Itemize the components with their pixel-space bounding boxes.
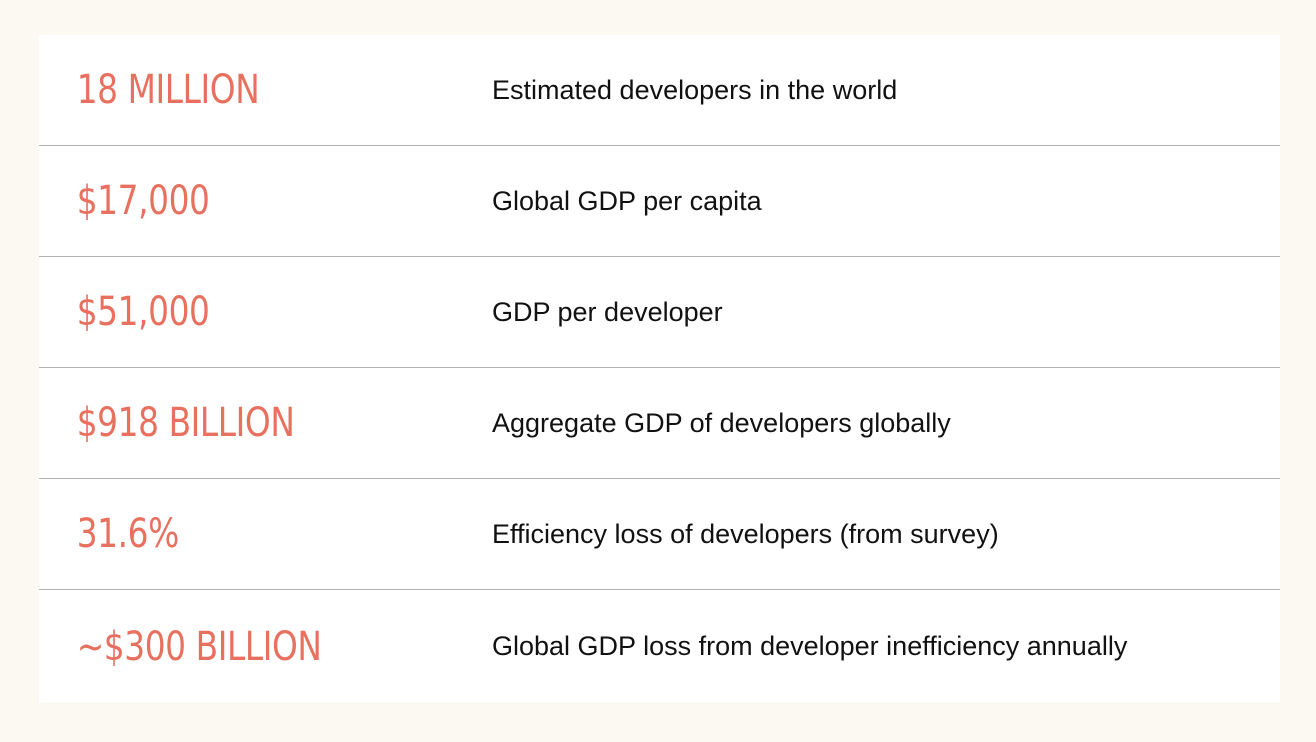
stat-row: 31.6% Efficiency loss of developers (fro… (39, 479, 1280, 590)
stat-row: $918 BILLION Aggregate GDP of developers… (39, 368, 1280, 479)
stat-value: $918 BILLION (76, 400, 295, 446)
stats-table: 18 MILLION Estimated developers in the w… (39, 35, 1280, 703)
stat-description: Aggregate GDP of developers globally (492, 407, 951, 438)
stat-description: Global GDP loss from developer inefficie… (492, 631, 1128, 661)
stat-description: Efficiency loss of developers (from surv… (492, 518, 999, 549)
stat-description: Global GDP per capita (492, 185, 762, 216)
stat-value: $51,000 (76, 289, 210, 335)
stat-value: 31.6% (76, 511, 180, 557)
stat-value: $17,000 (76, 178, 210, 224)
stat-row: $51,000 GDP per developer (39, 257, 1280, 368)
stat-row: ~$300 BILLION Global GDP loss from devel… (39, 590, 1280, 703)
stat-row: 18 MILLION Estimated developers in the w… (39, 35, 1280, 146)
stat-description: GDP per developer (492, 296, 723, 327)
stat-row: $17,000 Global GDP per capita (39, 146, 1280, 257)
stat-value: 18 MILLION (76, 67, 260, 113)
stat-description: Estimated developers in the world (492, 74, 898, 105)
stat-value: ~$300 BILLION (76, 623, 322, 670)
